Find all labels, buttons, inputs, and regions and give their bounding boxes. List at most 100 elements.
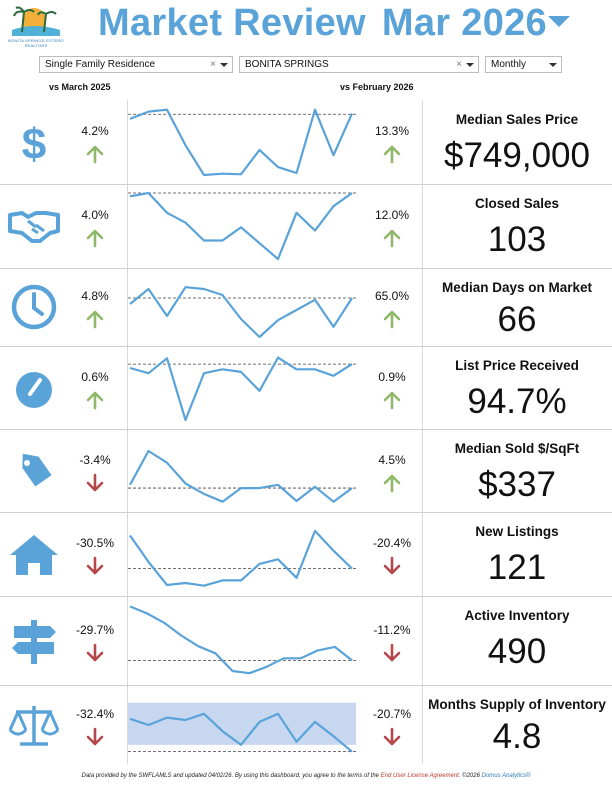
trend-sparkline (128, 286, 356, 339)
property-type-value: Single Family Residence (45, 59, 156, 70)
metric-label: Closed Sales (474, 196, 560, 211)
metric-row: $4.2% 13.3% Median Sales Price $749,000 (0, 100, 612, 184)
scales-icon (8, 706, 60, 746)
mom-change: 65.0% (374, 289, 410, 303)
mom-change: 4.5% (378, 452, 406, 467)
arrow-up-icon (382, 144, 402, 164)
title-period: Mar 2026 (381, 2, 547, 44)
mom-change: -11.2% (373, 622, 411, 637)
metric-value: 103 (487, 220, 547, 259)
row-separator (0, 346, 612, 347)
frequency-select[interactable]: Monthly (485, 56, 562, 73)
metric-divider (422, 100, 423, 764)
sparkline-series (129, 286, 353, 339)
footer-text: Data provided by the SWFLAMLS and update… (81, 773, 379, 779)
arrow-down-icon (382, 727, 402, 747)
arrow-down-icon (382, 556, 402, 576)
area-select[interactable]: BONITA SPRINGS × (239, 56, 479, 73)
period-dropdown-caret-icon[interactable] (548, 16, 570, 27)
property-type-select[interactable]: Single Family Residence × (39, 56, 233, 73)
clear-property-type-icon[interactable]: × (210, 59, 216, 70)
clock-icon (11, 284, 57, 330)
footer: Data provided by the SWFLAMLS and update… (0, 773, 612, 779)
metric-row: 0.6% 0.9% List Price Received 94.7% (0, 346, 612, 429)
sparkline-series (129, 108, 354, 177)
chevron-down-icon[interactable] (466, 63, 474, 67)
trend-sparkline (128, 702, 356, 753)
arrow-up-icon (85, 228, 105, 248)
house-icon (10, 535, 58, 575)
trend-sparkline (128, 356, 356, 422)
arrow-down-icon (382, 643, 402, 663)
area-value: BONITA SPRINGS (245, 59, 329, 70)
metric-value: 490 (487, 632, 547, 671)
yoy-change: -30.5% (75, 536, 115, 550)
trend-sparkline (128, 108, 356, 177)
mom-change: 12.0% (374, 208, 410, 222)
arrow-up-icon (382, 390, 402, 410)
arrow-up-icon (382, 309, 402, 329)
arrow-down-icon (85, 473, 105, 493)
metric-label: Median Sales Price (455, 112, 579, 127)
trend-sparkline (128, 191, 356, 261)
metric-row: -30.5% -20.4% New Listings 121 (0, 512, 612, 596)
metric-label: Median Sold $/SqFt (454, 441, 580, 456)
row-separator (0, 596, 612, 597)
compare-right-label: vs February 2026 (340, 82, 414, 92)
metric-label: New Listings (475, 524, 559, 539)
compare-left-label: vs March 2025 (49, 82, 111, 92)
arrow-down-icon (85, 643, 105, 663)
metric-row: -32.4% -20.7% Months Supply of Inventory 4.… (0, 685, 612, 765)
yoy-change: 4.8% (81, 289, 109, 303)
yoy-change: -3.4% (79, 452, 111, 467)
arrow-up-icon (382, 473, 402, 493)
tag-icon (22, 453, 52, 486)
realtors-logo (12, 6, 60, 36)
sparkline-series (129, 356, 353, 422)
arrow-up-icon (382, 228, 402, 248)
row-separator (0, 268, 612, 269)
metric-value: 4.8 (492, 717, 542, 756)
domus-link[interactable]: Domus Analytics® (481, 773, 531, 779)
arrow-up-icon (85, 309, 105, 329)
yoy-change: -32.4% (75, 707, 115, 721)
mom-change: -20.7% (372, 707, 412, 721)
clear-area-icon[interactable]: × (456, 59, 462, 70)
metric-label: Months Supply of Inventory (428, 697, 606, 712)
sparkline-series (129, 449, 353, 503)
metric-row: 4.8% 65.0% Median Days on Market 66 (0, 268, 612, 346)
metric-value: 121 (487, 548, 547, 587)
row-separator (0, 512, 612, 513)
page-title: Market Review Mar 2026 (98, 2, 547, 45)
metric-row: -29.7% -11.2% Active Inventory 490 (0, 596, 612, 685)
arrow-down-icon (85, 727, 105, 747)
metric-value: $337 (478, 465, 556, 504)
arrow-down-icon (85, 556, 105, 576)
mom-change: -20.4% (372, 536, 412, 550)
eula-link[interactable]: End User License Agreement. (380, 773, 461, 779)
yoy-change: 4.0% (81, 208, 109, 222)
metric-label: Active Inventory (464, 608, 570, 623)
mom-change: 13.3% (374, 124, 410, 138)
mom-change: 0.9% (378, 369, 406, 384)
metric-row: 4.0% 12.0% Closed Sales 103 (0, 184, 612, 268)
metric-value: 66 (497, 300, 537, 339)
metric-label: Median Days on Market (441, 280, 593, 295)
metric-row: -3.4% 4.5% Median Sold $/SqFt $337 (0, 429, 612, 512)
sparkline-series (129, 712, 353, 753)
yoy-change: 4.2% (81, 124, 109, 138)
gauge-icon (16, 371, 52, 408)
svg-text:$: $ (22, 120, 46, 167)
yoy-change: 0.6% (81, 369, 109, 384)
footer-copyright: ©2026 (462, 773, 480, 779)
yoy-change: -29.7% (75, 622, 115, 637)
title-text: Market Review (98, 2, 366, 44)
row-separator (0, 184, 612, 185)
frequency-value: Monthly (491, 59, 527, 70)
chevron-down-icon[interactable] (220, 63, 228, 67)
sparkline-series (129, 605, 353, 675)
chevron-down-icon[interactable] (549, 63, 557, 67)
metric-label: List Price Received (455, 358, 579, 373)
row-separator (0, 429, 612, 430)
sparkline-left-divider (127, 100, 128, 764)
